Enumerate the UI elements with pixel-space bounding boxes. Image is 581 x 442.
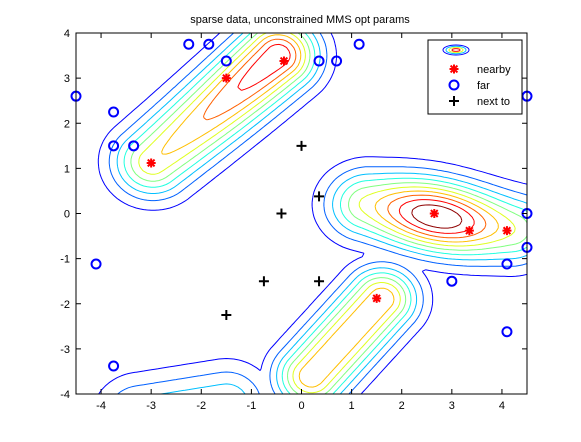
chart-title: sparse data, unconstrained MMS opt param…	[190, 14, 410, 26]
y-tick-label: -2	[60, 299, 70, 311]
legend-contour-key	[442, 44, 470, 56]
legend-label: nearby	[477, 64, 511, 76]
x-tick-label: -4	[96, 400, 106, 412]
x-tick-label: 3	[449, 400, 455, 412]
data-point-far	[220, 55, 232, 67]
contour-level-5	[130, 33, 527, 394]
x-tick-label: 4	[499, 400, 505, 412]
data-point-nearby	[464, 226, 474, 236]
data-point-nearby	[372, 293, 382, 303]
legend-contour-key	[451, 48, 461, 52]
data-point-next-to	[258, 276, 269, 287]
contour-lines	[97, 33, 527, 394]
legend-marker-nearby	[449, 64, 459, 74]
data-point-far	[90, 258, 102, 270]
legend-label: next to	[477, 96, 510, 108]
x-tick-label: 0	[298, 400, 304, 412]
contour-level-4	[123, 33, 527, 394]
contour-level-2	[108, 33, 527, 394]
data-point-far	[331, 55, 343, 67]
data-point-next-to	[314, 276, 325, 287]
data-point-far	[128, 140, 140, 152]
legend-label: far	[477, 80, 490, 92]
x-tick-label: -1	[246, 400, 256, 412]
data-point-far	[108, 360, 120, 372]
data-point-far	[501, 326, 513, 338]
legend-contour-key	[448, 46, 464, 54]
contour-level-9	[237, 43, 475, 234]
y-tick-label: 4	[64, 28, 70, 40]
data-point-far	[446, 275, 458, 287]
legend: nearby far next to	[427, 39, 523, 115]
y-tick-label: -4	[60, 389, 70, 401]
data-point-far	[108, 106, 120, 118]
data-point-nearby	[221, 73, 231, 83]
x-tick-label: -3	[146, 400, 156, 412]
data-markers	[70, 38, 533, 372]
data-point-far	[501, 258, 513, 270]
data-point-next-to	[221, 310, 232, 321]
y-tick-label: 1	[64, 163, 70, 175]
data-point-nearby	[146, 158, 156, 168]
data-point-next-to	[314, 191, 325, 202]
data-point-nearby	[429, 209, 439, 218]
data-point-nearby	[279, 56, 289, 66]
x-axis: -4 -3 -2 -1 0 1 2 3 4	[96, 33, 505, 412]
x-tick-label: -2	[196, 400, 206, 412]
y-tick-label: 2	[64, 118, 70, 130]
y-axis: 4 3 2 1 0 -1 -2 -3 -4	[60, 28, 527, 401]
data-point-next-to	[276, 208, 287, 219]
data-point-nearby	[502, 226, 512, 236]
y-tick-label: -1	[60, 254, 70, 266]
contour-level-6	[138, 33, 516, 394]
data-point-far	[313, 55, 325, 67]
y-tick-label: 0	[64, 209, 70, 221]
contour-level-10	[411, 204, 463, 229]
y-tick-label: 3	[64, 73, 70, 85]
contour-level-1	[97, 33, 527, 394]
data-point-next-to	[296, 140, 307, 151]
legend-contour-key	[445, 45, 467, 55]
legend-marker-far	[448, 79, 460, 91]
x-tick-label: 2	[399, 400, 405, 412]
data-point-far	[203, 38, 215, 50]
y-tick-label: -3	[60, 344, 70, 356]
data-point-far	[353, 38, 365, 50]
data-point-far	[183, 38, 195, 50]
contour-level-7	[161, 34, 499, 388]
x-tick-label: 1	[349, 400, 355, 412]
legend-marker-next-to	[449, 96, 459, 106]
contour-level-8	[203, 38, 487, 239]
data-point-far	[108, 140, 120, 152]
